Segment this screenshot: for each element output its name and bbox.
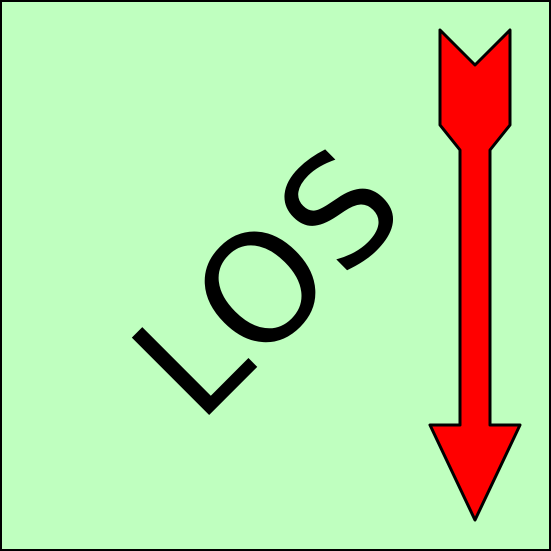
arrow-down bbox=[428, 28, 522, 522]
